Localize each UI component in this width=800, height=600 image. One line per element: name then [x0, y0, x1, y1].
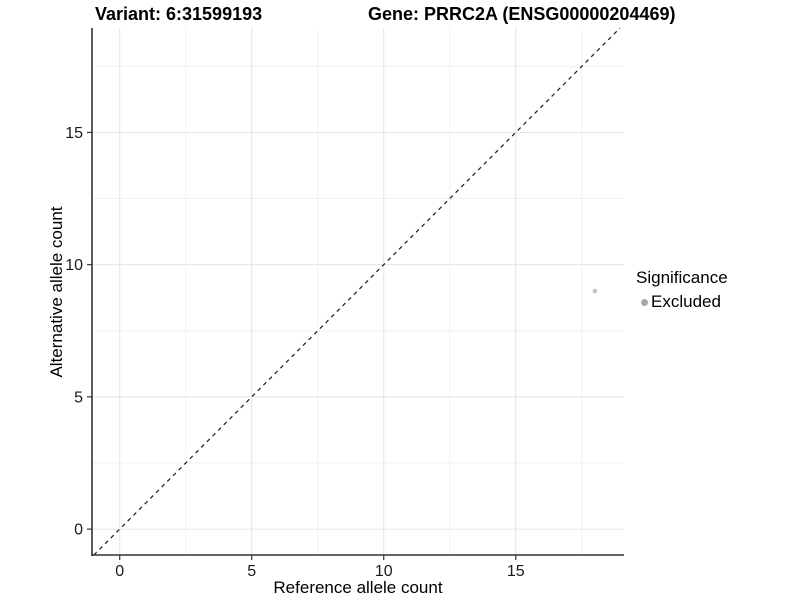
- legend-item-label: Excluded: [651, 292, 721, 311]
- gene-title: Gene: PRRC2A (ENSG00000204469): [368, 4, 676, 24]
- legend-point-icon: [641, 298, 648, 306]
- y-tick-label: 15: [65, 125, 83, 142]
- x-tick-label: 5: [247, 563, 256, 580]
- y-tick-label: 5: [74, 389, 83, 406]
- y-tick-label: 0: [74, 522, 83, 539]
- x-tick-label: 0: [115, 563, 124, 580]
- identity-dashed-line: [93, 27, 621, 556]
- data-point: [592, 288, 598, 294]
- y-axis-title: Alternative allele count: [47, 206, 66, 378]
- x-tick-label: 10: [375, 563, 393, 580]
- legend-title: Significance: [636, 268, 728, 287]
- x-tick-label: 15: [507, 563, 525, 580]
- legend-item-excluded: Excluded: [636, 292, 728, 312]
- x-axis-title: Reference allele count: [273, 578, 443, 597]
- variant-title: Variant: 6:31599193: [95, 4, 263, 24]
- y-tick-label: 10: [65, 257, 83, 274]
- legend: Significance Excluded: [636, 268, 728, 312]
